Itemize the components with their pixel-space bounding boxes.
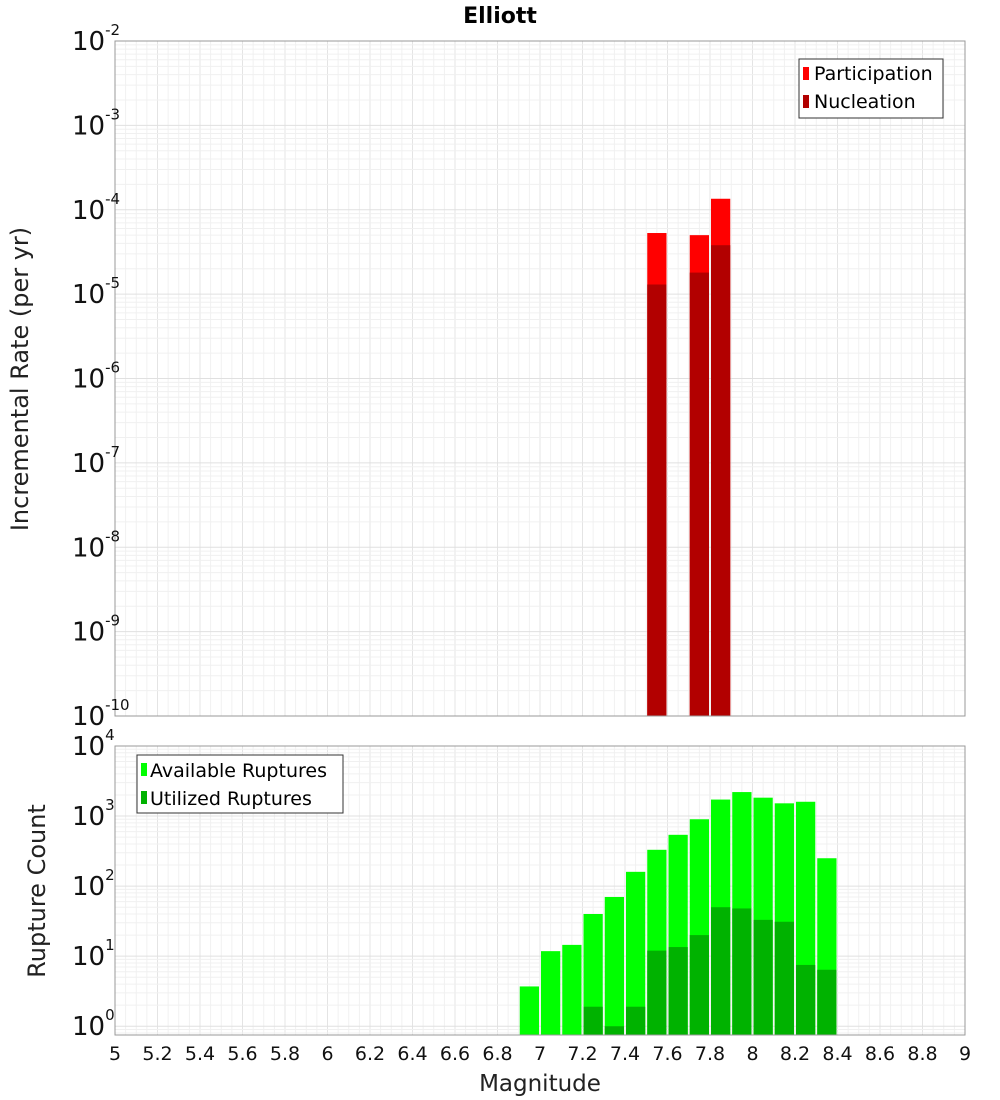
x-tick-label: 5.4 (185, 1043, 215, 1065)
x-tick-label: 8 (746, 1043, 758, 1065)
x-tick-label: 5.8 (270, 1043, 300, 1065)
top-panel: 10-10 10-9 10-8 10-7 10-6 10-5 10-4 10-3 10-2 In… (6, 21, 966, 732)
bar-available-ruptures (541, 951, 561, 1035)
x-axis-ticks: 5 5.2 5.4 5.6 5.8 6 6.2 6.4 6.6 6.8 7 7.2 7.4 7.6 7.8 8… (109, 1043, 971, 1065)
bar-utilized-ruptures (711, 907, 731, 1035)
bar-utilized-ruptures (774, 921, 794, 1035)
bar-available-ruptures (583, 914, 603, 1035)
top-y-ticks: 10-10 10-9 10-8 10-7 10-6 10-5 10-4 10-3 10-2 (72, 21, 130, 732)
x-tick-label: 8.8 (907, 1043, 937, 1065)
top-y-tick-label: 10-3 (72, 105, 120, 141)
x-tick-label: 7 (534, 1043, 546, 1065)
legend-swatch-utilized-ruptures (141, 791, 147, 804)
top-y-tick-label: 10-10 (72, 696, 130, 732)
x-tick-label: 8.4 (822, 1043, 852, 1065)
top-legend-box (798, 58, 944, 119)
bottom-panel: 100 101 102 103 104 Rupture Count Available … (23, 726, 966, 1042)
top-legend: Participation Nucleation (798, 58, 944, 119)
bar-utilized-ruptures (626, 1006, 646, 1035)
legend-swatch-participation (803, 67, 809, 80)
x-tick-label: 6.8 (482, 1043, 512, 1065)
bar-utilized-ruptures (753, 919, 773, 1035)
bar-nucleation (689, 272, 709, 716)
x-tick-label: 8.6 (865, 1043, 895, 1065)
x-tick-label: 7.4 (610, 1043, 640, 1065)
x-tick-label: 7.2 (567, 1043, 597, 1065)
bottom-y-tick-label: 101 (72, 936, 115, 972)
bar-utilized-ruptures (796, 964, 816, 1035)
chart-title: Elliott (463, 4, 537, 29)
x-tick-label: 6.2 (355, 1043, 385, 1065)
legend-label-utilized-ruptures: Utilized Ruptures (150, 788, 312, 810)
bottom-legend: Available Ruptures Utilized Ruptures (136, 754, 344, 814)
x-axis-label: Magnitude (479, 1071, 601, 1097)
bottom-bars (519, 792, 837, 1035)
top-y-tick-label: 10-9 (72, 612, 120, 648)
bottom-y-tick-label: 100 (72, 1006, 115, 1042)
bar-utilized-ruptures (689, 935, 709, 1035)
legend-label-participation: Participation (814, 63, 933, 85)
x-tick-label: 9 (959, 1043, 971, 1065)
bar-utilized-ruptures (732, 908, 752, 1035)
legend-label-nucleation: Nucleation (814, 91, 916, 113)
bottom-y-ticks: 100 101 102 103 104 (72, 726, 115, 1042)
x-tick-label: 5.6 (227, 1043, 257, 1065)
top-y-tick-label: 10-5 (72, 274, 120, 310)
bar-nucleation (647, 284, 667, 716)
bar-available-ruptures (604, 896, 624, 1035)
top-y-tick-label: 10-4 (72, 190, 120, 226)
legend-label-available-ruptures: Available Ruptures (150, 760, 327, 782)
top-y-tick-label: 10-6 (72, 359, 120, 395)
x-tick-label: 6 (321, 1043, 333, 1065)
bar-utilized-ruptures (668, 947, 688, 1035)
top-y-tick-label: 10-8 (72, 527, 120, 563)
x-tick-label: 5 (109, 1043, 121, 1065)
bar-available-ruptures (562, 944, 582, 1035)
bar-utilized-ruptures (647, 950, 667, 1035)
bar-utilized-ruptures (817, 969, 837, 1035)
x-tick-label: 6.4 (397, 1043, 427, 1065)
bottom-y-tick-label: 103 (72, 796, 115, 832)
top-y-tick-label: 10-7 (72, 443, 120, 479)
bottom-plot-border (114, 745, 966, 1036)
x-tick-label: 8.2 (780, 1043, 810, 1065)
top-plot-border (114, 40, 966, 717)
bottom-y-tick-label: 102 (72, 866, 115, 902)
bottom-y-tick-label: 104 (72, 726, 115, 762)
top-grid (114, 41, 965, 717)
bottom-y-axis-label: Rupture Count (23, 804, 51, 978)
bar-available-ruptures (519, 986, 539, 1035)
x-tick-label: 6.6 (440, 1043, 470, 1065)
x-tick-label: 7.8 (695, 1043, 725, 1065)
legend-swatch-nucleation (803, 95, 809, 108)
x-tick-label: 7.6 (652, 1043, 682, 1065)
bar-nucleation (711, 245, 731, 717)
bar-utilized-ruptures (583, 1006, 603, 1035)
legend-swatch-available-ruptures (141, 763, 147, 776)
top-bars (647, 198, 731, 717)
top-y-tick-label: 10-2 (72, 21, 120, 57)
bar-available-ruptures (626, 871, 646, 1035)
bar-utilized-ruptures (604, 1026, 624, 1035)
top-y-axis-label: Incremental Rate (per yr) (6, 227, 34, 531)
x-tick-label: 5.2 (142, 1043, 172, 1065)
bottom-legend-box (136, 754, 344, 814)
